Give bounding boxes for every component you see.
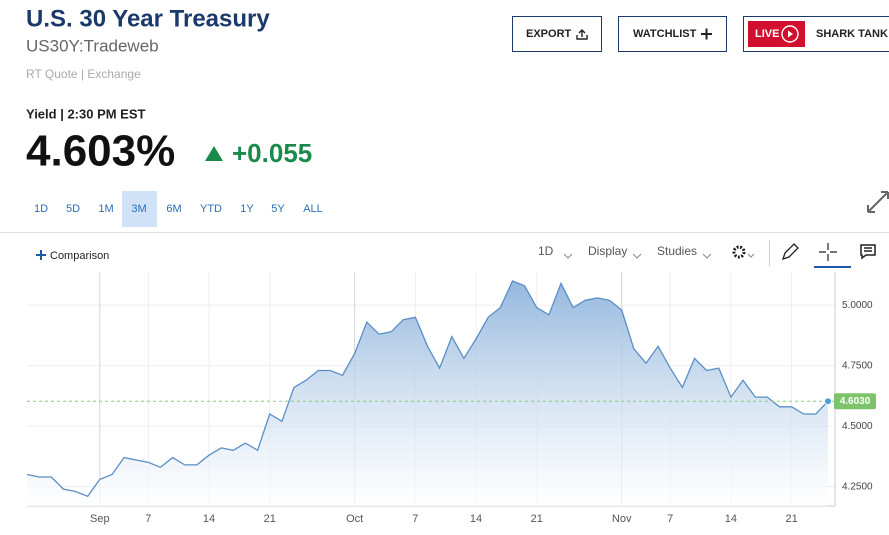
range-button[interactable]: 3M — [131, 203, 146, 215]
live-label: LIVE — [755, 28, 779, 40]
x-tick-label: Oct — [346, 513, 363, 525]
live-button[interactable]: LIVE SHARK TANK — [743, 16, 889, 52]
play-ring — [781, 25, 799, 43]
price-line — [26, 280, 829, 498]
chart: 4.2500 4.5000 4.7500 5.0000 Sep 7 14 21 Oct 7 14 21… — [26, 272, 876, 525]
range-button[interactable]: 6M — [166, 203, 181, 215]
last-price-badge — [834, 393, 876, 410]
range-button[interactable]: 1Y — [240, 203, 254, 215]
play-icon — [788, 30, 793, 38]
export-button[interactable]: EXPORT — [512, 16, 602, 52]
live-badge — [748, 21, 805, 47]
chevron — [563, 253, 573, 259]
x-tick-label: Nov — [612, 513, 632, 525]
last-point — [824, 397, 832, 406]
x-tick-label: 7 — [145, 513, 151, 525]
range-active-bg — [122, 191, 157, 227]
promo-label: SHARK TANK — [816, 28, 888, 40]
draw-button[interactable] — [781, 243, 799, 261]
x-tick-label: 14 — [725, 513, 737, 525]
symbol: US30Y:Tradeweb — [26, 36, 159, 55]
x-tick-label: 21 — [531, 513, 543, 525]
range-button[interactable]: 1M — [98, 203, 113, 215]
expand-icon[interactable] — [867, 191, 889, 213]
y-tick-label: 5.0000 — [842, 300, 873, 311]
range-button[interactable]: ALL — [303, 203, 323, 215]
watchlist-button[interactable]: WATCHLIST — [618, 16, 727, 52]
x-tick-label: 7 — [667, 513, 673, 525]
y-tick-label: 4.7500 — [842, 360, 873, 371]
range-button[interactable]: 5D — [66, 203, 80, 215]
last-price: 4.603% — [26, 127, 175, 176]
x-tick-label: Sep — [90, 513, 110, 525]
x-tick-label: 7 — [412, 513, 418, 525]
x-tick-label: 21 — [264, 513, 276, 525]
x-tick-label: 21 — [785, 513, 797, 525]
studies-button[interactable]: Studies — [657, 244, 697, 258]
comparison-plus — [36, 250, 46, 260]
last-price-label: 4.6030 — [840, 396, 871, 407]
quote-source: RT Quote | Exchange — [26, 67, 141, 81]
x-tick-label: 14 — [203, 513, 215, 525]
chevron — [702, 253, 712, 259]
price-change: +0.055 — [232, 138, 312, 168]
chevron — [747, 253, 755, 258]
up-arrow — [205, 146, 223, 161]
comments-button[interactable] — [860, 244, 876, 260]
range-button[interactable]: 1D — [34, 203, 48, 215]
interval-button[interactable]: 1D — [538, 244, 554, 258]
y-tick-label: 4.2500 — [842, 481, 873, 492]
export-icon — [576, 29, 588, 40]
crosshair-button[interactable] — [819, 243, 837, 261]
range-selector: 1D 5D 1M 3M 6M YTD 1Y 5Y ALL — [34, 191, 323, 227]
export-box — [512, 16, 602, 52]
x-tick-label: 14 — [470, 513, 482, 525]
range-button[interactable]: YTD — [200, 203, 222, 215]
range-button[interactable]: 5Y — [271, 203, 285, 215]
gear-icon — [732, 245, 746, 259]
watchlist-label: WATCHLIST — [633, 28, 697, 40]
area-fill — [27, 281, 828, 506]
chevron — [632, 253, 642, 259]
export-label: EXPORT — [526, 28, 572, 40]
display-button[interactable]: Display — [588, 244, 627, 258]
settings-button[interactable] — [732, 245, 755, 259]
y-tick-label: 4.5000 — [842, 421, 873, 432]
quote-label: Yield | 2:30 PM EST — [26, 106, 146, 121]
title: U.S. 30 Year Treasury — [26, 5, 270, 32]
comparison-button[interactable]: Comparison — [50, 250, 109, 262]
plus-icon — [701, 28, 712, 40]
